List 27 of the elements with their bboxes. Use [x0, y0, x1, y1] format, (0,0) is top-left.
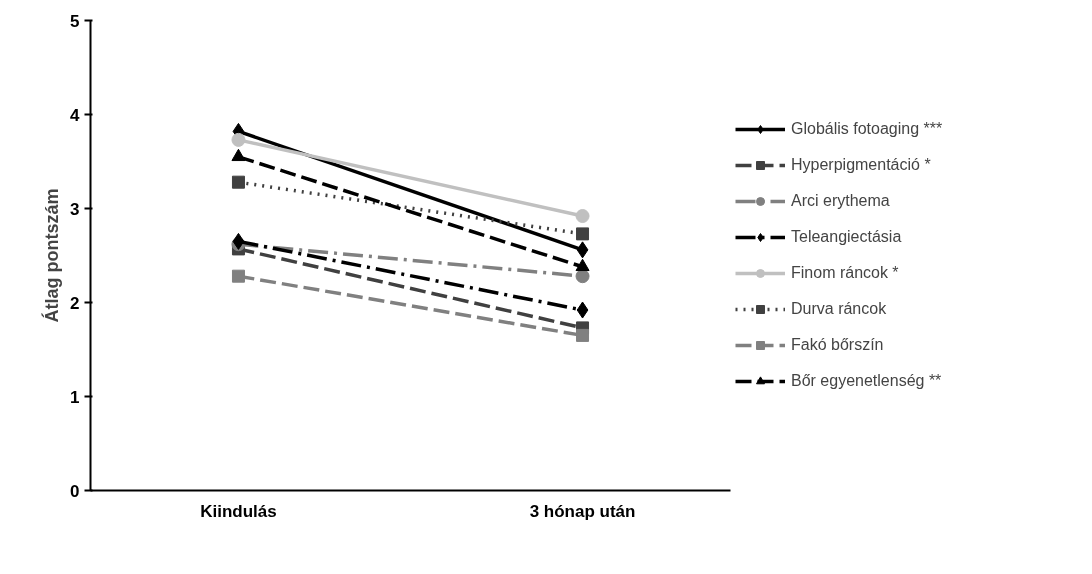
y-tick-label: 2: [70, 293, 80, 313]
y-tick-label: 4: [70, 105, 81, 125]
legend-label: Hyperpigmentáció *: [791, 156, 931, 174]
point: [576, 328, 590, 342]
legend-label: Teleangiectásia: [791, 228, 902, 246]
point: [231, 175, 245, 189]
point: [231, 132, 246, 147]
point: [576, 301, 589, 319]
y-tick-label: 0: [70, 481, 80, 501]
point: [575, 269, 590, 284]
point: [575, 209, 590, 224]
legend-label: Bőr egyenetlenség **: [791, 372, 942, 390]
legend-label: Durva ráncok: [791, 300, 887, 318]
legend-label: Finom ráncok *: [791, 264, 899, 282]
x-tick-label: 3 hónap után: [529, 501, 636, 521]
point: [576, 241, 589, 259]
y-tick-label: 3: [70, 199, 80, 219]
y-tick-label: 5: [70, 11, 80, 31]
y-axis-title: Átlag pontszám: [41, 188, 63, 323]
legend-label: Fakó bőrszín: [791, 336, 884, 354]
legend-label: Arci erythema: [791, 192, 890, 210]
point: [576, 227, 590, 241]
y-tick-label: 1: [70, 387, 80, 407]
legend-label: Globális fotoaging ***: [791, 120, 943, 138]
point: [231, 269, 245, 283]
point: [232, 232, 245, 250]
x-tick-label: Kiindulás: [200, 501, 277, 521]
